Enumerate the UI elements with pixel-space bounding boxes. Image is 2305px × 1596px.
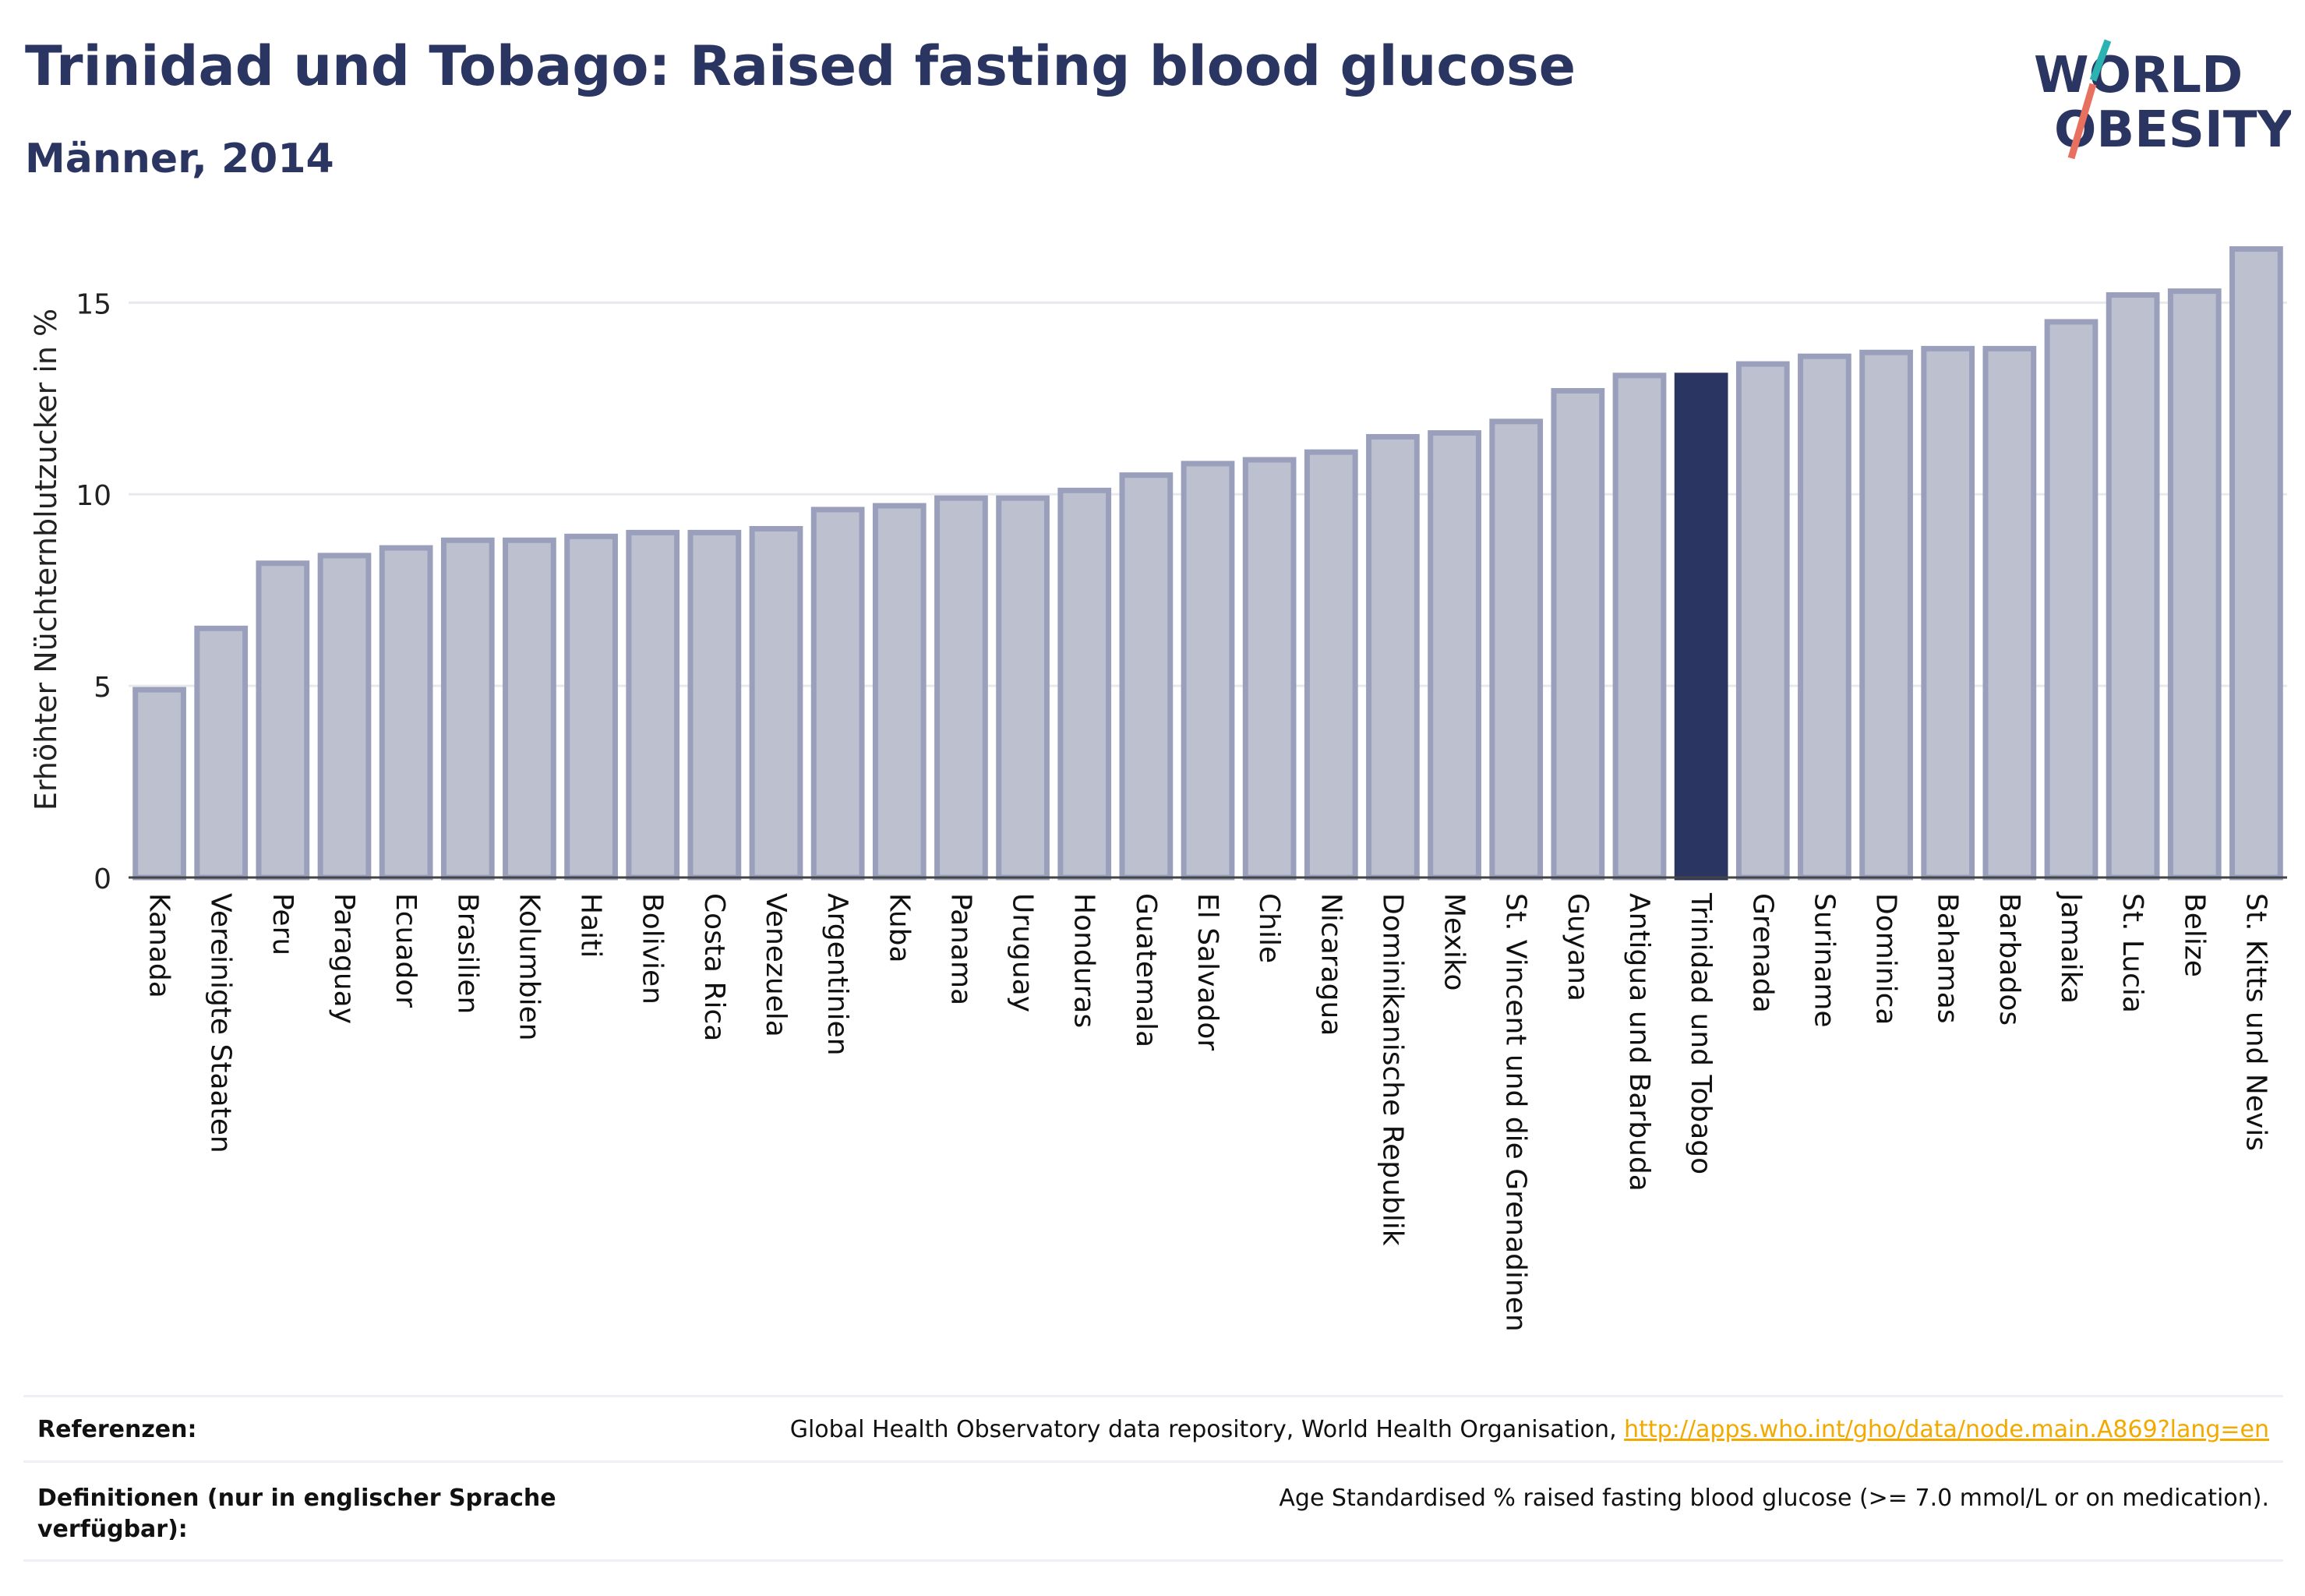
x-tick-label: Uruguay xyxy=(1007,893,1039,1012)
references-link[interactable]: http://apps.who.int/gho/data/node.main.A… xyxy=(1624,1416,2269,1443)
x-tick-label: Guyana xyxy=(1562,893,1594,1001)
y-tick-label: 10 xyxy=(76,480,111,512)
bar xyxy=(749,525,803,881)
bar xyxy=(1119,472,1174,881)
world-obesity-logo: WORLD OBESITY xyxy=(2034,39,2291,160)
bar xyxy=(256,560,310,881)
x-tick-label: Argentinien xyxy=(821,893,853,1056)
x-tick-label: Nicaragua xyxy=(1315,893,1347,1036)
bar xyxy=(1982,345,2037,881)
x-tick-label: Costa Rica xyxy=(698,893,730,1041)
references-row: Referenzen: Global Health Observatory da… xyxy=(23,1395,2283,1463)
definitions-text: Age Standardised % raised fasting blood … xyxy=(1279,1485,2269,1512)
x-tick-label: Antigua und Barbuda xyxy=(1623,893,1655,1192)
y-tick-label: 15 xyxy=(76,288,111,320)
bar xyxy=(1242,457,1297,881)
bar xyxy=(194,625,249,881)
x-tick-label: El Salvador xyxy=(1191,893,1223,1050)
bar xyxy=(2106,292,2160,881)
bar xyxy=(996,495,1050,881)
chart-title: Trinidad und Tobago: Raised fasting bloo… xyxy=(25,34,1576,98)
x-tick-label: Chile xyxy=(1253,893,1285,963)
x-tick-label: Panama xyxy=(944,893,976,1005)
x-tick-label: Brasilien xyxy=(451,893,483,1014)
y-tick-label: 0 xyxy=(94,863,111,895)
definitions-label: Definitionen (nur in englischer Sprache … xyxy=(37,1485,556,1543)
bar xyxy=(1921,345,1975,881)
x-tick-label: Honduras xyxy=(1068,893,1100,1028)
bar xyxy=(503,537,556,881)
x-tick-label: Vereinigte Staaten xyxy=(205,893,237,1153)
bar xyxy=(379,545,433,881)
x-tick-label: St. Kitts und Nevis xyxy=(2240,893,2271,1151)
x-tick-label: Guatemala xyxy=(1130,893,1162,1047)
bar xyxy=(1304,449,1358,881)
logo-teal-slash xyxy=(2089,39,2112,82)
bar xyxy=(2167,288,2222,881)
x-tick-label: Haiti xyxy=(575,893,607,958)
x-tick-label: Trinidad und Tobago xyxy=(1685,892,1717,1174)
references-source: Global Health Observatory data repositor… xyxy=(789,1416,1625,1443)
definitions-row: Definitionen (nur in englischer Sprache … xyxy=(23,1460,2283,1562)
x-tick-label: St. Vincent und die Grenadinen xyxy=(1500,893,1532,1332)
x-tick-label: St. Lucia xyxy=(2116,893,2148,1013)
bar xyxy=(1798,353,1851,881)
bar xyxy=(687,529,742,881)
references-text: Global Health Observatory data repositor… xyxy=(790,1414,2269,1446)
bar xyxy=(2229,246,2283,881)
y-tick-label: 5 xyxy=(94,672,111,704)
bar xyxy=(872,503,927,881)
bar xyxy=(1057,487,1112,881)
x-tick-label: Belize xyxy=(2178,893,2210,977)
chart-subtitle: Männer, 2014 xyxy=(25,136,334,182)
bar xyxy=(1366,433,1420,881)
x-tick-label: Dominikanische Republik xyxy=(1376,893,1408,1246)
x-tick-label: Paraguay xyxy=(328,893,360,1024)
x-tick-label: Grenada xyxy=(1746,893,1778,1013)
y-axis-label: Erhöhter Nüchternblutzucker in % xyxy=(29,309,63,810)
x-tick-label: Barbados xyxy=(1993,893,2025,1026)
logo-line2: OBESITY xyxy=(2054,101,2291,159)
x-tick-label: Kuba xyxy=(883,893,915,963)
bar xyxy=(934,495,988,881)
x-tick-label: Jamaika xyxy=(2055,892,2087,1004)
logo-line1: WORLD xyxy=(2034,47,2243,104)
bar xyxy=(1612,373,1667,881)
references-label: Referenzen: xyxy=(37,1416,197,1443)
bar xyxy=(132,687,186,881)
logo-coral-slash xyxy=(2067,83,2097,160)
bar xyxy=(1735,361,1790,881)
bar xyxy=(1674,373,1728,881)
x-tick-label: Peru xyxy=(267,893,298,955)
x-tick-label: Dominica xyxy=(1870,893,1902,1026)
x-tick-label: Bahamas xyxy=(1932,893,1964,1024)
x-tick-label: Kanada xyxy=(143,893,175,998)
x-tick-label: Venezuela xyxy=(760,893,792,1037)
bar xyxy=(317,553,372,881)
bar xyxy=(1489,418,1544,881)
bar xyxy=(626,529,680,881)
bar xyxy=(1181,461,1235,881)
bar xyxy=(2044,319,2099,881)
bar xyxy=(564,533,618,881)
bar xyxy=(1859,349,1913,881)
bar xyxy=(1551,387,1605,881)
x-tick-label: Bolivien xyxy=(637,893,669,1005)
x-tick-label: Suriname xyxy=(1808,893,1840,1028)
bar xyxy=(1428,430,1481,881)
bar-chart: 0 5 10 15 Erhöhter Nüchternblutzucker in % Ka… xyxy=(29,246,2287,1332)
x-tick-label: Ecuador xyxy=(390,893,422,1008)
bar xyxy=(810,507,865,881)
x-tick-label: Mexiko xyxy=(1438,893,1470,990)
bar xyxy=(440,537,495,881)
x-tick-label: Kolumbien xyxy=(513,893,545,1041)
